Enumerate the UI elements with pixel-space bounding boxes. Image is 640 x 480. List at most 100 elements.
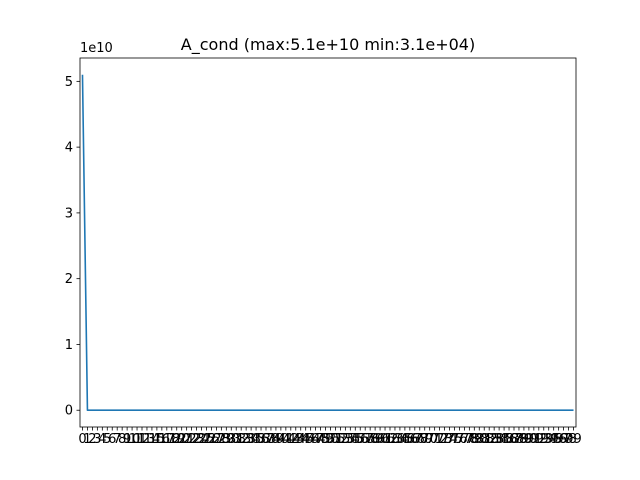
- series-line: [81, 74, 574, 412]
- x-tick-label: 26: [203, 432, 220, 447]
- x-tick-label: 73: [436, 432, 453, 447]
- x-tick-label: 57: [357, 432, 374, 447]
- x-tick-label: 25: [198, 432, 215, 447]
- x-tick-label: 9: [123, 432, 131, 447]
- x-tick-label: 10: [124, 432, 141, 447]
- x-tick-label: 14: [144, 432, 161, 447]
- x-tick-label: 47: [307, 432, 324, 447]
- x-tick-label: 0: [78, 432, 86, 447]
- x-tick-label: 78: [461, 432, 478, 447]
- x-tick-label: 49: [317, 432, 334, 447]
- x-tick-label: 55: [347, 432, 364, 447]
- x-tick-label: 29: [218, 432, 235, 447]
- y-axis-offset-label: 1e10: [80, 41, 113, 56]
- x-tick-label: 83: [486, 432, 503, 447]
- x-tick-label: 45: [297, 432, 314, 447]
- x-tick-label: 54: [342, 432, 359, 447]
- x-axis-ticks: 0123456789101112131415161718192021222324…: [78, 427, 582, 447]
- y-tick-label: 0: [65, 404, 73, 419]
- y-tick-label: 4: [65, 141, 73, 156]
- x-tick-label: 88: [511, 432, 528, 447]
- x-tick-label: 94: [540, 432, 557, 447]
- x-tick-label: 74: [441, 432, 458, 447]
- x-tick-label: 22: [183, 432, 200, 447]
- x-tick-label: 24: [193, 432, 210, 447]
- x-tick-label: 75: [446, 432, 463, 447]
- x-tick-label: 50: [322, 432, 339, 447]
- x-tick-label: 60: [372, 432, 389, 447]
- x-tick-label: 43: [287, 432, 304, 447]
- x-tick-label: 56: [352, 432, 369, 447]
- x-tick-label: 96: [550, 432, 567, 447]
- x-tick-label: 91: [526, 432, 543, 447]
- y-tick-label: 5: [65, 75, 73, 90]
- x-tick-label: 89: [516, 432, 533, 447]
- axes-frame: [79, 57, 577, 428]
- x-tick-label: 82: [481, 432, 498, 447]
- x-tick-label: 36: [253, 432, 270, 447]
- x-tick-label: 99: [565, 432, 582, 447]
- y-tick-label: 2: [65, 272, 73, 287]
- x-tick-label: 46: [302, 432, 319, 447]
- x-tick-label: 3: [93, 432, 101, 447]
- x-tick-label: 20: [173, 432, 190, 447]
- x-tick-label: 7: [113, 432, 121, 447]
- x-tick-label: 4: [98, 432, 106, 447]
- x-tick-label: 34: [243, 432, 260, 447]
- x-tick-label: 53: [337, 432, 354, 447]
- x-tick-label: 35: [248, 432, 265, 447]
- x-tick-label: 5: [103, 432, 111, 447]
- x-tick-label: 23: [188, 432, 205, 447]
- x-tick-label: 30: [223, 432, 240, 447]
- x-tick-label: 76: [451, 432, 468, 447]
- x-tick-label: 27: [208, 432, 225, 447]
- x-tick-label: 68: [411, 432, 428, 447]
- x-tick-label: 6: [108, 432, 116, 447]
- x-tick-label: 92: [531, 432, 548, 447]
- x-tick-label: 64: [392, 432, 409, 447]
- x-tick-label: 72: [431, 432, 448, 447]
- x-tick-label: 48: [312, 432, 329, 447]
- x-tick-label: 62: [382, 432, 399, 447]
- x-tick-label: 1: [83, 432, 91, 447]
- x-tick-label: 8: [118, 432, 126, 447]
- x-tick-label: 52: [332, 432, 349, 447]
- x-tick-label: 71: [426, 432, 443, 447]
- x-tick-label: 38: [263, 432, 280, 447]
- x-tick-label: 39: [268, 432, 285, 447]
- x-tick-label: 31: [228, 432, 245, 447]
- y-axis-ticks: 0 1 2 3 4 5: [65, 75, 80, 419]
- x-tick-label: 87: [506, 432, 523, 447]
- x-tick-label: 93: [535, 432, 552, 447]
- x-tick-label: 19: [168, 432, 185, 447]
- x-tick-label: 42: [283, 432, 300, 447]
- x-tick-label: 41: [278, 432, 295, 447]
- x-tick-label: 66: [402, 432, 419, 447]
- x-tick-label: 33: [238, 432, 255, 447]
- x-tick-label: 77: [456, 432, 473, 447]
- x-tick-label: 65: [397, 432, 414, 447]
- y-tick-label: 3: [65, 206, 73, 221]
- x-tick-label: 21: [178, 432, 195, 447]
- chart-title: A_cond (max:5.1e+10 min:3.1e+04): [181, 35, 475, 55]
- y-tick-label: 1: [65, 338, 73, 353]
- x-tick-label: 16: [154, 432, 171, 447]
- x-tick-label: 61: [377, 432, 394, 447]
- x-tick-label: 28: [213, 432, 230, 447]
- x-tick-label: 59: [367, 432, 384, 447]
- plot-area: [79, 57, 577, 428]
- x-tick-label: 32: [233, 432, 250, 447]
- x-tick-label: 11: [129, 432, 146, 447]
- x-tick-label: 18: [163, 432, 180, 447]
- series-layer: [81, 74, 574, 412]
- x-tick-label: 2: [88, 432, 96, 447]
- x-tick-label: 12: [134, 432, 151, 447]
- x-tick-label: 13: [139, 432, 156, 447]
- x-tick-label: 63: [387, 432, 404, 447]
- x-tick-label: 67: [407, 432, 424, 447]
- x-tick-label: 86: [501, 432, 518, 447]
- x-tick-label: 70: [421, 432, 438, 447]
- x-tick-label: 90: [521, 432, 538, 447]
- x-tick-label: 79: [466, 432, 483, 447]
